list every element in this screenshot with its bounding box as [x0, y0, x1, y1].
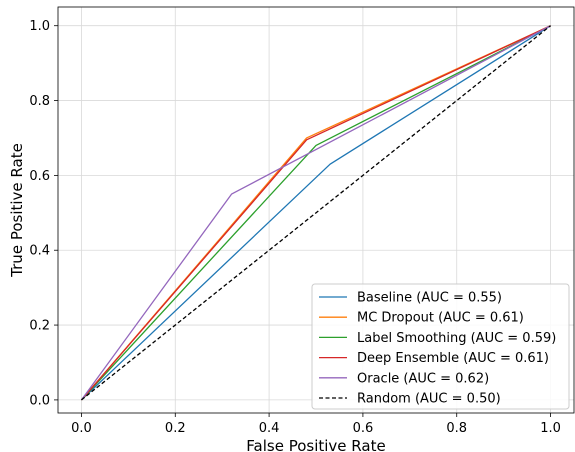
- y-tick-label: 0.8: [29, 94, 50, 109]
- series-lines: [80, 25, 551, 401]
- legend-box: [311, 283, 570, 410]
- x-tick-label: 0.0: [71, 421, 92, 436]
- legend-label: Baseline (AUC = 0.55): [357, 291, 502, 306]
- y-tick-label: 0.6: [29, 169, 50, 184]
- legend-label: Label Smoothing (AUC = 0.59): [357, 331, 556, 346]
- y-axis-label: True Positive Rate: [8, 143, 26, 278]
- x-tick-label: 0.2: [165, 421, 186, 436]
- x-tick-label: 0.4: [259, 421, 280, 436]
- y-tick-label: 1.0: [29, 19, 50, 34]
- legend: Baseline (AUC = 0.55) MC Dropout (AUC = 0…: [311, 283, 570, 410]
- legend-label: Deep Ensemble (AUC = 0.61): [357, 351, 549, 366]
- x-axis-ticks: 0.0 0.2 0.4 0.6 0.8 1.0: [71, 413, 561, 436]
- legend-label: Oracle (AUC = 0.62): [357, 371, 489, 386]
- series-line-3: [80, 25, 551, 401]
- series-line-5: [81, 25, 551, 401]
- y-tick-label: 0.2: [29, 319, 50, 334]
- legend-label: Random (AUC = 0.50): [357, 392, 501, 407]
- y-tick-label: 0.4: [29, 244, 50, 259]
- legend-label: MC Dropout (AUC = 0.61): [357, 311, 524, 326]
- series-line-0: [81, 25, 551, 401]
- series-line-2: [80, 25, 551, 401]
- x-tick-label: 0.6: [353, 421, 374, 436]
- x-tick-label: 0.8: [446, 421, 467, 436]
- x-tick-label: 1.0: [540, 421, 561, 436]
- y-axis-ticks: 0.0 0.2 0.4 0.6 0.8 1.0: [29, 19, 58, 408]
- grid: [58, 7, 574, 413]
- plot-frame: [57, 6, 575, 414]
- series-line-4: [80, 25, 551, 401]
- x-axis-label: False Positive Rate: [246, 437, 385, 452]
- y-tick-label: 0.0: [29, 393, 50, 408]
